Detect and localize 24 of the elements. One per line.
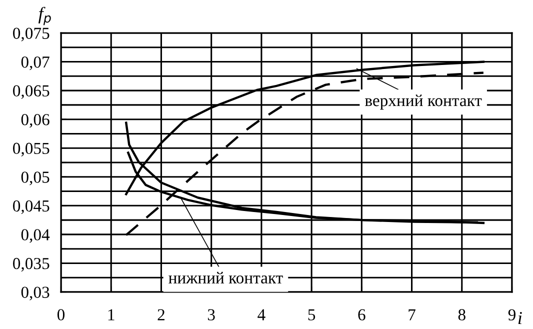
y-tick-label: 0,05 <box>21 172 50 186</box>
y-axis-title: f$_{p}$ <box>38 6 51 26</box>
x-tick-label: 8 <box>458 309 466 320</box>
x-axis-title: i <box>518 312 522 324</box>
y-tick-label: 0,075 <box>13 28 50 42</box>
y-tick-label: 0,035 <box>13 258 50 272</box>
y-tick-label: 0,06 <box>21 114 50 128</box>
x-tick-label: 4 <box>258 309 266 320</box>
x-tick-label: 1 <box>108 309 114 320</box>
x-tick-label: 3 <box>208 309 215 320</box>
y-tick-label: 0,065 <box>13 85 50 99</box>
annotation: верхний контакт <box>364 94 482 110</box>
y-tick-label: 0,03 <box>21 286 50 300</box>
x-tick-label: 9 <box>508 309 516 320</box>
x-tick-label: 2 <box>158 309 164 320</box>
y-tick-label: 0,07 <box>21 56 50 70</box>
x-tick-label: 5 <box>308 309 316 320</box>
y-tick-label: 0,055 <box>13 142 50 156</box>
x-tick-label: 6 <box>358 309 366 320</box>
annotation: нижний контакт <box>168 272 283 284</box>
x-tick-label: 0 <box>57 309 65 320</box>
x-tick-label: 7 <box>408 309 416 320</box>
y-tick-label: 0,04 <box>21 229 50 243</box>
y-tick-label: 0,045 <box>13 200 50 214</box>
